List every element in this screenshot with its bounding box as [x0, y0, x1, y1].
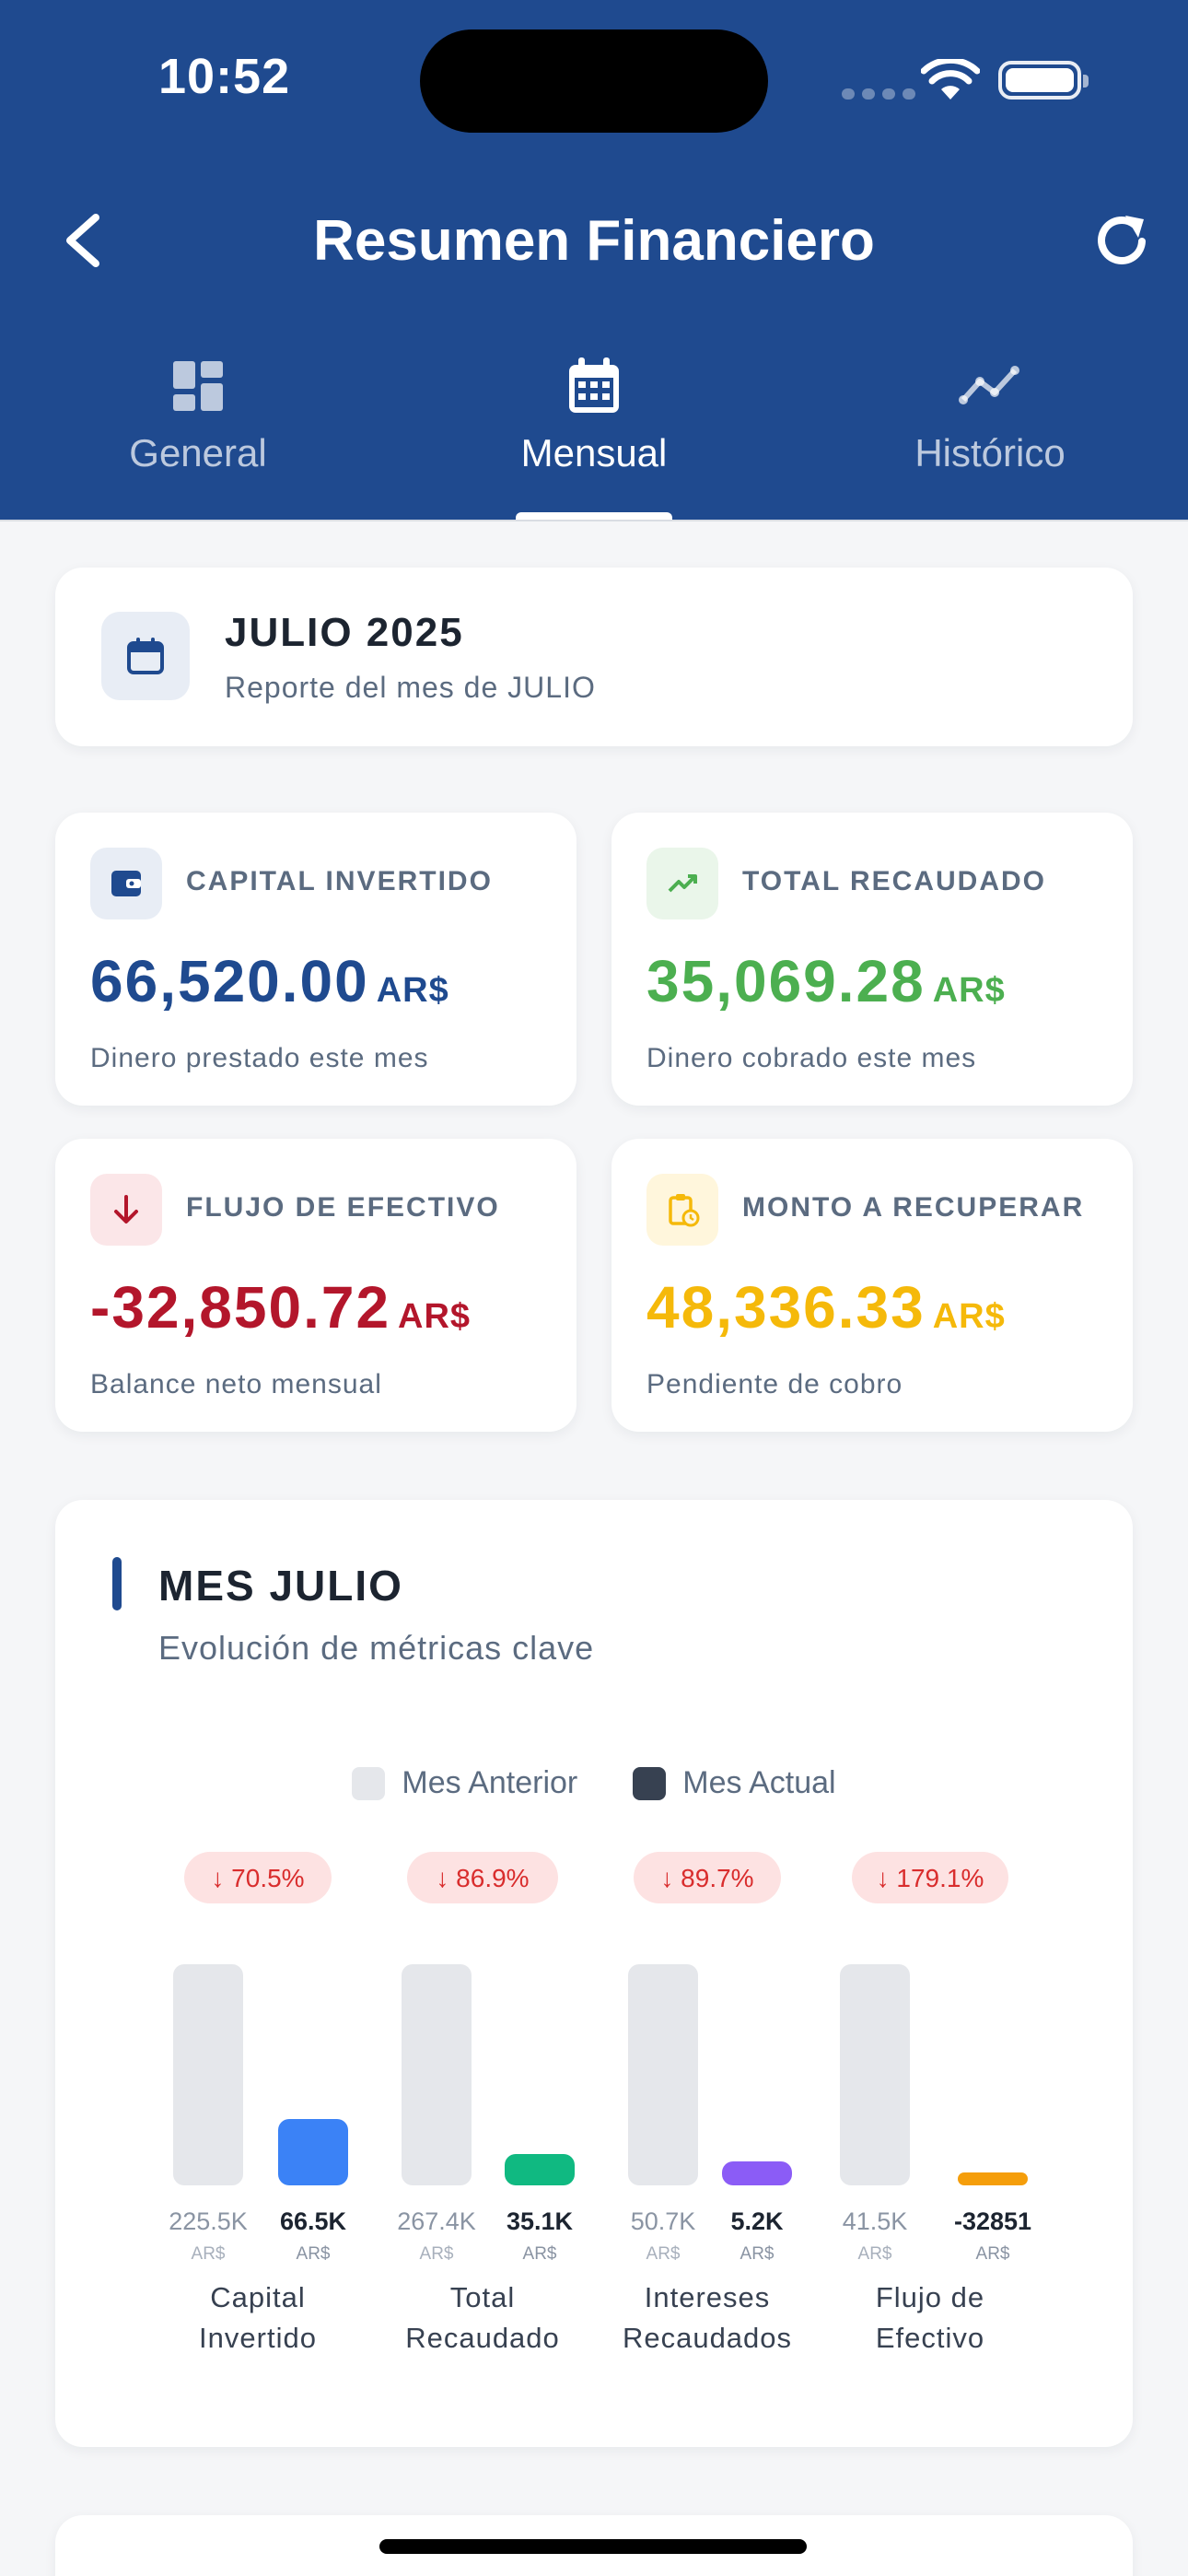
tab-label: General [129, 431, 267, 474]
battery-icon [998, 61, 1089, 100]
category-label: Flujo de [876, 2281, 984, 2313]
section-accent-bar [112, 1557, 122, 1610]
tab-mensual[interactable]: Mensual [442, 354, 746, 521]
bar-unit-current: AR$ [976, 2244, 1010, 2264]
bar-current [505, 2154, 575, 2185]
trending-up-icon [646, 848, 718, 919]
metric-description: Pendiente de cobro [646, 1369, 903, 1399]
arrow-down-icon [90, 1174, 162, 1246]
bar-value-previous: 50.7K [631, 2207, 696, 2235]
tab-historico[interactable]: Histórico [838, 354, 1142, 521]
chart-title: MES JULIO [158, 1562, 403, 1610]
metric-label: TOTAL RECAUDADO [742, 866, 1046, 896]
bar-value-previous: 267.4K [397, 2207, 476, 2235]
bar-value-current: -32851 [954, 2207, 1031, 2235]
category-label: Capital [210, 2281, 306, 2313]
tab-bar: General Mensual Histórico [0, 354, 1188, 521]
metric-card-flujo: FLUJO DE EFECTIVO -32,850.72 AR$ Balance … [55, 1139, 577, 1432]
month-subtitle: Reporte del mes de JULIO [225, 671, 596, 704]
wallet-icon [90, 848, 162, 919]
metric-value: -32,850.72 AR$ [90, 1274, 472, 1341]
metric-value: 35,069.28 AR$ [646, 948, 1006, 1014]
category-label: Total [450, 2281, 515, 2313]
change-pill [852, 1852, 1008, 1903]
legend-item-current: Mes Actual [633, 1765, 836, 1801]
change-label: ↓ 89.7% [660, 1864, 753, 1892]
legend-label: Mes Actual [682, 1765, 836, 1800]
bar-unit-previous: AR$ [420, 2244, 454, 2264]
change-pill [634, 1852, 781, 1903]
category-label: Intereses [645, 2281, 771, 2313]
legend-swatch [352, 1766, 386, 1800]
month-title: JULIO 2025 [225, 610, 464, 655]
chart-card: MES JULIO Evolución de métricas clave Me… [55, 1500, 1133, 2447]
app-header: 10:52 Resumen Financiero General [0, 0, 1188, 521]
change-pill [184, 1852, 332, 1903]
bar-value-current: 35.1K [507, 2207, 574, 2235]
bar-unit-current: AR$ [297, 2244, 331, 2264]
metric-value: 66,520.00 AR$ [90, 948, 449, 1014]
legend-label: Mes Anterior [402, 1765, 578, 1800]
metric-description: Dinero prestado este mes [90, 1043, 429, 1073]
home-indicator[interactable] [379, 2539, 807, 2554]
change-pill [407, 1852, 558, 1903]
bar-previous [628, 1964, 698, 2185]
cellular-signal-icon [842, 88, 915, 100]
page-title: Resumen Financiero [313, 209, 875, 273]
trend-line-icon [959, 366, 1019, 404]
bar-unit-previous: AR$ [646, 2244, 681, 2264]
metric-value: 48,336.33 AR$ [646, 1274, 1006, 1341]
metric-description: Dinero cobrado este mes [646, 1043, 977, 1073]
category-label: Invertido [199, 2322, 317, 2354]
back-button[interactable] [55, 208, 111, 273]
tab-label: Mensual [520, 431, 668, 474]
tab-label: Histórico [914, 431, 1066, 474]
bar-current [722, 2161, 792, 2185]
metric-label: FLUJO DE EFECTIVO [186, 1192, 500, 1223]
metric-label: MONTO A RECUPERAR [742, 1192, 1085, 1223]
metric-label: CAPITAL INVERTIDO [186, 866, 493, 896]
status-time: 10:52 [158, 49, 291, 104]
category-label: Recaudado [405, 2322, 560, 2354]
dashboard-icon [173, 361, 223, 411]
metric-description: Balance neto mensual [90, 1369, 382, 1399]
bar-unit-current: AR$ [740, 2244, 775, 2264]
divider [0, 520, 1188, 521]
legend-item-previous: Mes Anterior [352, 1765, 577, 1801]
bar-chart: ↓ 70.5% 225.5K AR$ 66.5K AR$ Capital Invertido… [169, 1852, 1031, 2354]
bar-previous [840, 1964, 910, 2185]
calendar-icon [569, 357, 619, 413]
bar-current [278, 2119, 348, 2185]
bar-current [958, 2172, 1028, 2185]
category-label: Efectivo [876, 2322, 984, 2354]
wifi-icon [921, 59, 980, 100]
metric-card-capital: CAPITAL INVERTIDO 66,520.00 AR$ Dinero pr… [55, 813, 577, 1106]
bar-previous [173, 1964, 243, 2185]
bar-previous [402, 1964, 472, 2185]
bar-value-current: 5.2K [730, 2207, 784, 2235]
dynamic-island [420, 29, 768, 133]
category-label: Recaudados [623, 2322, 792, 2354]
month-card: JULIO 2025 Reporte del mes de JULIO [55, 568, 1133, 746]
metric-card-recaudado: TOTAL RECAUDADO 35,069.28 AR$ Dinero cobr… [611, 813, 1133, 1106]
bar-value-previous: 225.5K [169, 2207, 248, 2235]
refresh-button[interactable] [1090, 208, 1155, 273]
bar-unit-current: AR$ [523, 2244, 557, 2264]
metric-card-recuperar: MONTO A RECUPERAR 48,336.33 AR$ Pendiente… [611, 1139, 1133, 1432]
change-label: ↓ 70.5% [211, 1864, 304, 1892]
bar-value-current: 66.5K [280, 2207, 347, 2235]
change-label: ↓ 86.9% [436, 1864, 529, 1892]
chart-subtitle: Evolución de métricas clave [158, 1629, 595, 1667]
bar-unit-previous: AR$ [858, 2244, 892, 2264]
tab-general[interactable]: General [46, 354, 350, 521]
chart-legend: Mes Anterior Mes Actual [55, 1765, 1133, 1801]
calendar-icon [101, 612, 190, 700]
bar-value-previous: 41.5K [843, 2207, 908, 2235]
active-tab-indicator [516, 512, 672, 521]
legend-swatch [633, 1766, 667, 1800]
change-label: ↓ 179.1% [877, 1864, 984, 1892]
clipboard-clock-icon [646, 1174, 718, 1246]
bar-unit-previous: AR$ [192, 2244, 226, 2264]
